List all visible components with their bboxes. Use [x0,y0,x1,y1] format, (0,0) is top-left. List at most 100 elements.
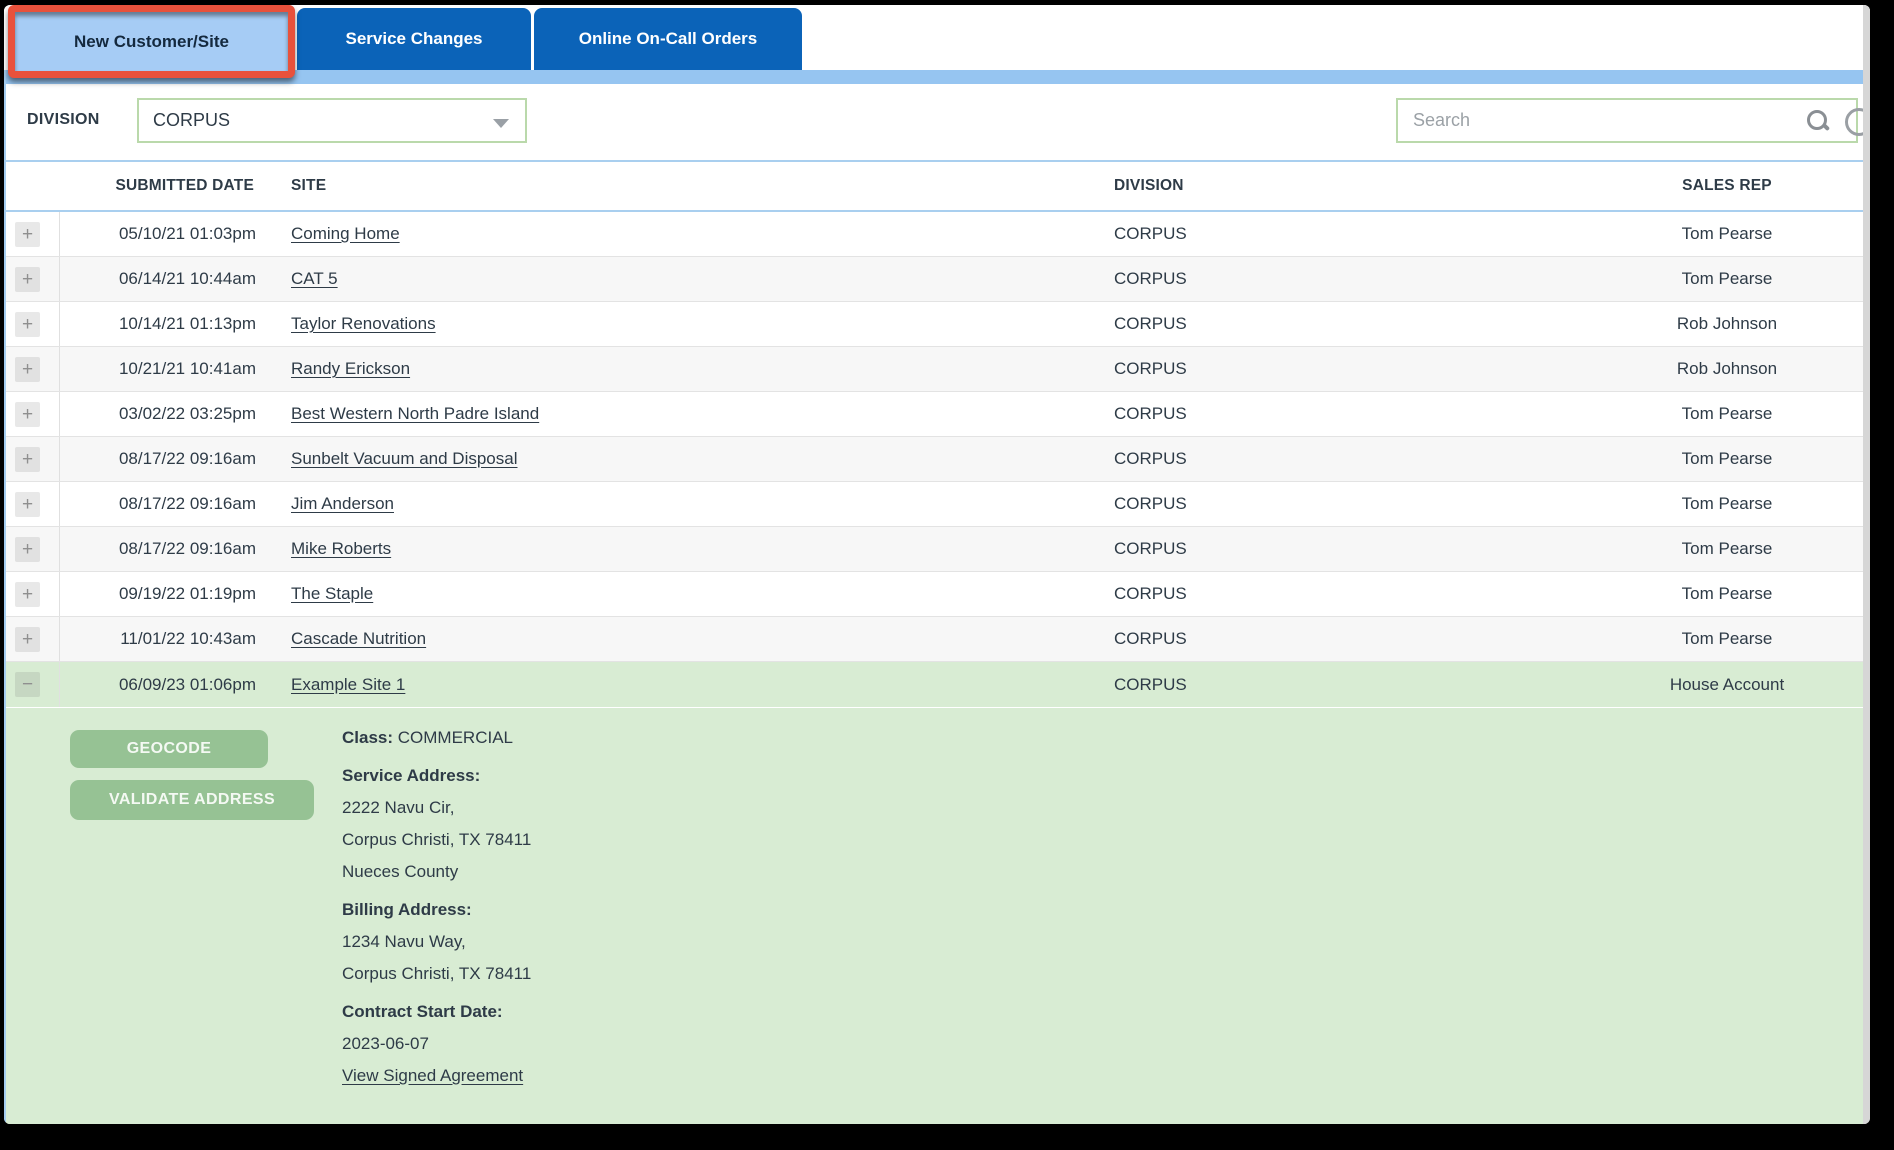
table-row: + 09/19/22 01:19pm The Staple CORPUS Tom… [6,572,1863,617]
minus-icon: − [21,674,34,695]
division-cell: CORPUS [1114,539,1187,558]
sales-rep-cell: Tom Pearse [1681,269,1773,288]
site-link[interactable]: Jim Anderson [291,494,394,513]
sales-rep-cell: Rob Johnson [1676,359,1778,378]
site-link[interactable]: Coming Home [291,224,400,243]
plus-icon: + [21,493,34,515]
table-row: − 06/09/23 01:06pm Example Site 1 CORPUS… [6,662,1863,707]
class-value: COMMERCIAL [397,728,513,747]
left-accent-line [4,70,6,1124]
table-row: + 10/21/21 10:41am Randy Erickson CORPUS… [6,347,1863,392]
site-link[interactable]: Cascade Nutrition [291,629,427,648]
tab-label: Service Changes [345,29,483,48]
submitted-date-cell: 11/01/22 10:43am [120,629,256,648]
sales-rep-cell: Tom Pearse [1681,494,1773,513]
site-link[interactable]: Sunbelt Vacuum and Disposal [291,449,518,468]
expander-cell: + [6,392,60,436]
sales-rep-cell: Tom Pearse [1681,539,1773,558]
address-line: 2222 Navu Cir, [342,798,455,817]
expand-row-button[interactable]: + [15,491,40,517]
table-body: + 05/10/21 01:03pm Coming Home CORPUS To… [6,212,1863,707]
validate-address-button[interactable]: VALIDATE ADDRESS [70,780,314,820]
table-row: + 08/17/22 09:16am Jim Anderson CORPUS T… [6,482,1863,527]
site-link[interactable]: Taylor Renovations [291,314,436,333]
app-window: New Customer/Site Service Changes Online… [4,5,1870,1124]
sales-rep-cell: Tom Pearse [1681,404,1773,423]
sales-rep-cell: Rob Johnson [1676,314,1778,333]
tab-online-on-call-orders[interactable]: Online On-Call Orders [534,8,802,70]
submitted-date-cell: 08/17/22 09:16am [118,494,256,513]
division-dropdown[interactable]: CORPUS [137,98,527,143]
site-cell: Randy Erickson [258,359,1101,379]
plus-icon: + [21,358,34,380]
service-address-label: Service Address: [342,766,481,785]
division-selected-value: CORPUS [153,110,231,130]
expand-row-button[interactable]: + [15,581,40,607]
expander-cell: + [6,617,60,661]
table-row: + 03/02/22 03:25pm Best Western North Pa… [6,392,1863,437]
search-icon[interactable] [1806,109,1831,133]
expander-cell: − [6,662,60,707]
submitted-date-cell: 03/02/22 03:25pm [118,404,256,423]
division-cell: CORPUS [1114,449,1187,468]
plus-icon: + [21,403,34,425]
expand-row-button[interactable]: + [15,221,40,247]
expand-row-button[interactable]: + [15,446,40,472]
expander-cell: + [6,437,60,481]
contract-start-date-label: Contract Start Date: [342,1002,503,1021]
site-link[interactable]: CAT 5 [291,269,338,288]
site-link[interactable]: Randy Erickson [291,359,411,378]
expander-cell: + [6,482,60,526]
billing-address-label: Billing Address: [342,900,472,919]
view-signed-agreement-link[interactable]: View Signed Agreement [342,1066,524,1085]
expanded-row-detail: GEOCODE VALIDATE ADDRESS Class: COMMERCI… [6,708,1863,1124]
tab-bar: New Customer/Site Service Changes Online… [4,5,1870,84]
division-cell: CORPUS [1114,629,1187,648]
expander-cell: + [6,572,60,616]
tab-new-customer-site[interactable]: New Customer/Site [8,5,295,78]
submitted-date-cell: 06/14/21 10:44am [118,269,256,288]
site-link[interactable]: Best Western North Padre Island [291,404,540,423]
geocode-button[interactable]: GEOCODE [70,730,268,768]
address-line: Nueces County [342,862,459,881]
expand-row-button[interactable]: + [15,311,40,337]
submitted-date-cell: 08/17/22 09:16am [118,449,256,468]
site-cell: Sunbelt Vacuum and Disposal [258,449,1101,469]
division-cell: CORPUS [1114,314,1187,333]
expander-cell: + [6,527,60,571]
expander-cell: + [6,212,60,256]
address-line: 1234 Navu Way, [342,932,466,951]
plus-icon: + [21,448,34,470]
submitted-date-cell: 10/14/21 01:13pm [118,314,256,333]
tab-service-changes[interactable]: Service Changes [297,8,531,70]
division-label: DIVISION [27,111,100,128]
site-cell: The Staple [258,584,1101,604]
tab-label: New Customer/Site [74,31,229,51]
site-cell: Mike Roberts [258,539,1101,559]
expand-row-button[interactable]: + [15,266,40,292]
expand-row-button[interactable]: + [15,356,40,382]
chevron-down-icon [493,119,509,128]
collapse-row-button[interactable]: − [15,672,40,697]
vertical-scrollbar[interactable] [1863,5,1870,1124]
contract-start-date-value: 2023-06-07 [342,1034,429,1053]
tab-underline-strip [4,70,1870,84]
class-line: Class: COMMERCIAL [342,722,531,754]
expand-row-button[interactable]: + [15,626,40,652]
submitted-date-cell: 09/19/22 01:19pm [118,584,256,603]
sales-rep-cell: Tom Pearse [1681,224,1773,243]
table-row: + 05/10/21 01:03pm Coming Home CORPUS To… [6,212,1863,257]
plus-icon: + [21,628,34,650]
site-cell: CAT 5 [258,269,1101,289]
site-link[interactable]: Mike Roberts [291,539,392,558]
division-cell: CORPUS [1114,584,1187,603]
site-link[interactable]: Example Site 1 [291,674,406,694]
expand-row-button[interactable]: + [15,401,40,427]
division-cell: CORPUS [1114,404,1187,423]
search-input[interactable] [1398,100,1856,141]
table-row: + 08/17/22 09:16am Sunbelt Vacuum and Di… [6,437,1863,482]
expand-row-button[interactable]: + [15,536,40,562]
address-line: Corpus Christi, TX 78411 [342,964,532,983]
header-site: SITE [291,177,327,194]
site-link[interactable]: The Staple [291,584,374,603]
